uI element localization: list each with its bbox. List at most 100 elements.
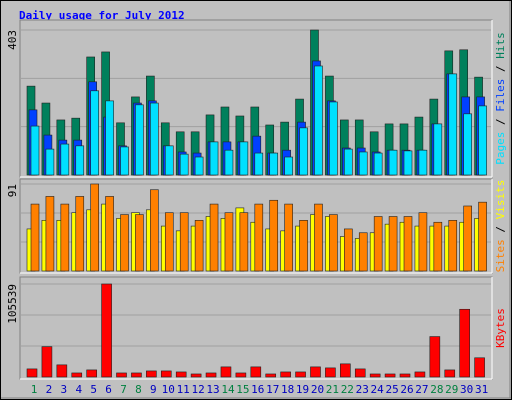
bar	[164, 212, 174, 272]
bar	[194, 156, 204, 176]
bar	[30, 125, 40, 176]
bar	[209, 203, 219, 272]
bar	[179, 153, 189, 176]
x-tick-label: 22	[341, 383, 354, 396]
x-tick-label: 8	[135, 383, 142, 396]
bar	[135, 214, 144, 272]
bar	[444, 369, 456, 378]
bar	[358, 151, 368, 176]
bar	[26, 368, 38, 378]
bar	[448, 73, 458, 176]
bar	[325, 367, 336, 378]
x-tick-label: 7	[120, 383, 127, 396]
bar	[164, 145, 174, 176]
bar	[463, 113, 472, 176]
bar	[175, 371, 187, 378]
bar	[90, 90, 99, 176]
x-tick-label: 17	[266, 383, 279, 396]
bar	[60, 203, 70, 272]
bar	[209, 141, 219, 176]
x-tick-label: 18	[281, 383, 294, 396]
y-tick-label: 91	[6, 184, 19, 197]
bar	[384, 373, 396, 378]
bar	[478, 105, 487, 176]
x-tick-label: 27	[415, 383, 428, 396]
bar	[295, 371, 306, 378]
bar	[310, 366, 321, 378]
legend-entry: Pages	[494, 132, 507, 165]
x-tick-label: 30	[460, 383, 473, 396]
bar	[280, 371, 291, 378]
legend-entry: Files	[494, 79, 507, 112]
x-tick-label: 5	[90, 383, 97, 396]
bar	[369, 373, 381, 378]
bar	[403, 216, 413, 272]
x-tick-label: 9	[150, 383, 157, 396]
bar	[474, 357, 485, 378]
bar	[220, 366, 232, 378]
bar	[478, 201, 487, 272]
bar	[354, 368, 366, 378]
bar	[75, 145, 85, 176]
legend: Pages / Files / Hits	[494, 32, 507, 165]
x-tick-label: 2	[46, 383, 53, 396]
x-tick-label: 24	[371, 383, 385, 396]
bar	[284, 156, 293, 176]
bar	[71, 372, 83, 378]
bar	[388, 216, 398, 272]
x-tick-label: 21	[326, 383, 339, 396]
bar	[250, 366, 262, 378]
bar	[150, 189, 159, 272]
bar	[60, 143, 70, 176]
x-tick-label: 13	[206, 383, 219, 396]
bar	[90, 183, 99, 272]
legend-entry: Hits	[494, 32, 507, 59]
legend-separator: /	[494, 59, 507, 79]
bar	[160, 370, 172, 378]
bar	[373, 152, 383, 176]
bar	[131, 372, 142, 378]
legend-separator: /	[494, 219, 507, 239]
bar	[116, 372, 127, 378]
bar	[344, 228, 353, 272]
bar	[254, 203, 264, 272]
bar	[269, 152, 279, 176]
x-tick-label: 6	[105, 383, 112, 396]
legend-entry: Sites	[494, 239, 507, 272]
bar	[429, 336, 441, 378]
bar	[30, 203, 40, 272]
bar	[463, 205, 472, 272]
bar	[239, 141, 249, 176]
bar	[414, 371, 426, 378]
x-tick-label: 4	[75, 383, 82, 396]
x-tick-label: 19	[296, 383, 309, 396]
bar	[120, 146, 129, 176]
bar	[448, 220, 458, 272]
x-tick-label: 31	[475, 383, 488, 396]
bar	[314, 203, 323, 272]
x-tick-label: 20	[311, 383, 324, 396]
bar	[120, 214, 129, 272]
bar	[314, 65, 323, 176]
bar	[45, 196, 55, 272]
bar	[373, 216, 383, 272]
bar	[265, 373, 277, 378]
bar	[101, 283, 112, 378]
x-tick-label: 15	[236, 383, 249, 396]
x-tick-label: 26	[400, 383, 413, 396]
bar	[45, 148, 55, 176]
bar	[254, 152, 264, 176]
bar	[388, 149, 398, 176]
bar	[269, 199, 279, 272]
legend-entry: Visits	[494, 180, 507, 220]
bar	[299, 127, 308, 176]
bar	[56, 364, 68, 378]
legend: Sites / Visits	[494, 180, 507, 273]
x-tick-label: 29	[445, 383, 458, 396]
bar	[146, 370, 157, 378]
x-tick-label: 23	[356, 383, 369, 396]
bar	[105, 100, 114, 176]
x-tick-label: 14	[221, 383, 235, 396]
y-tick-label: 105539	[6, 284, 19, 324]
